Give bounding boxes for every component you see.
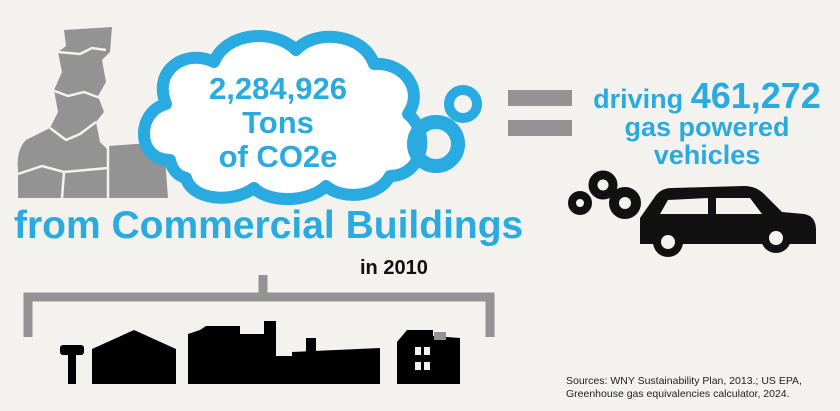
equivalence-prefix: driving — [593, 84, 684, 114]
exhaust-puff-icon — [568, 170, 641, 219]
bracket-icon — [23, 275, 495, 337]
emissions-unit: Tons — [242, 105, 314, 140]
emission-cloud-icon — [138, 30, 428, 205]
emissions-label: 2,284,926 Tons of CO2e — [163, 72, 393, 174]
headline: from Commercial Buildings — [14, 204, 524, 247]
car-icon — [640, 186, 816, 257]
emission-puff-icon — [407, 85, 482, 173]
mailbox-icon — [60, 345, 84, 355]
equivalence-line2: gas powered — [624, 112, 790, 142]
sources-note: Sources: WNY Sustainability Plan, 2013.;… — [566, 375, 802, 400]
building-icon — [60, 321, 460, 384]
year-label: in 2010 — [360, 257, 428, 279]
emissions-gas: of CO2e — [218, 139, 338, 174]
equals-icon — [508, 90, 572, 136]
equivalence-count: 461,272 — [690, 75, 821, 116]
equivalence-label: driving 461,272 gas powered vehicles — [576, 78, 838, 170]
emissions-amount: 2,284,926 — [209, 71, 347, 106]
equivalence-line3: vehicles — [653, 140, 761, 170]
